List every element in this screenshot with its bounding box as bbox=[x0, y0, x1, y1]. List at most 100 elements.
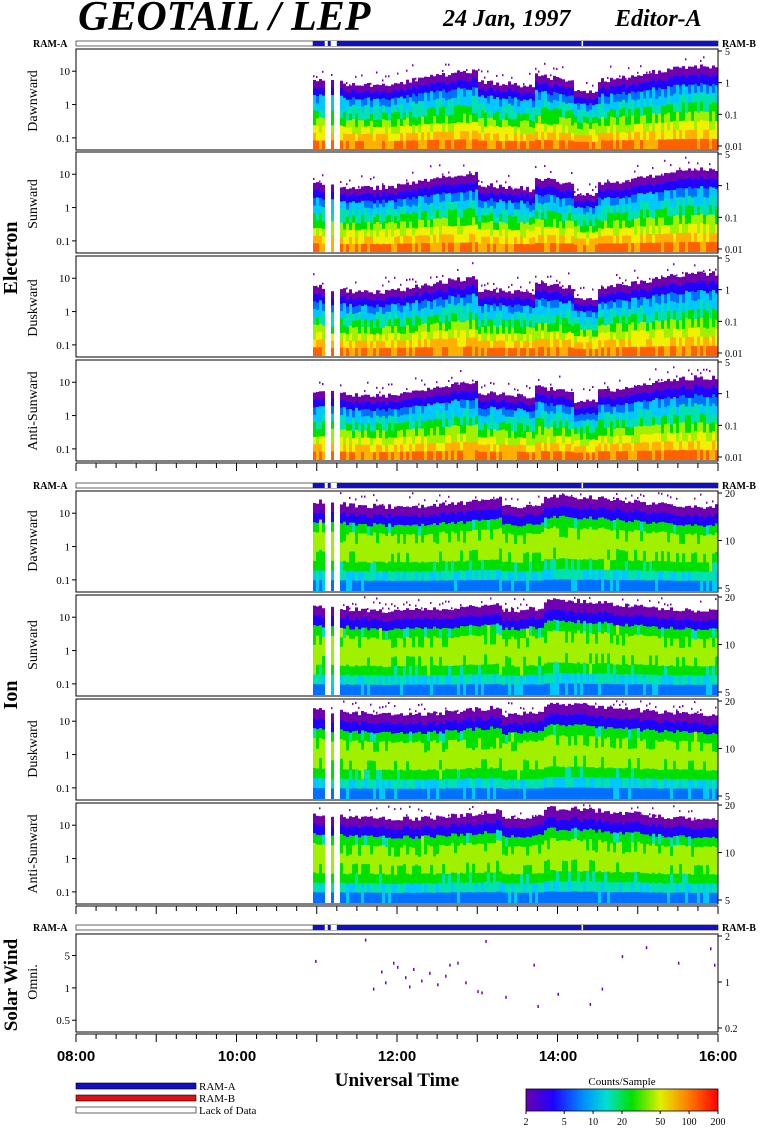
status-label-ram-a-3: RAM-A bbox=[33, 923, 68, 934]
solar-wind-point-29 bbox=[710, 947, 712, 951]
y-tick-label-e2: 10 bbox=[59, 273, 71, 285]
panel-frame-e1 bbox=[75, 151, 719, 254]
y2-tick-label-e3: 0.1 bbox=[725, 421, 738, 432]
status-label-ram-b-1: RAM-B bbox=[722, 39, 756, 50]
y-tick-label-i1: 0.1 bbox=[56, 679, 70, 691]
legend-swatch-ram-a bbox=[75, 1082, 197, 1090]
status-ram-a-ion bbox=[312, 483, 718, 488]
panel-label-i-duskward: Duskward bbox=[26, 720, 41, 778]
y-tick-label-e0: 10 bbox=[59, 66, 71, 78]
y2-tick-label-omni: 0.2 bbox=[725, 1024, 738, 1035]
panel-frame-i1 bbox=[75, 594, 719, 697]
y2-tick-label-e1: 0.1 bbox=[725, 213, 738, 224]
y-tick-label-i3: 0.1 bbox=[56, 887, 70, 899]
y2-tick-label-i2: 10 bbox=[725, 745, 735, 756]
solar-wind-point-27 bbox=[645, 946, 648, 950]
x-tick-label-0800: 08:00 bbox=[57, 1048, 95, 1065]
y2-tick-label-e0: 1 bbox=[725, 79, 730, 90]
panel-frame-i3 bbox=[75, 802, 719, 905]
y2-tick-label-i0: 20 bbox=[725, 489, 735, 500]
legend-swatch-ram-b bbox=[75, 1094, 197, 1102]
y2-tick-label-e3: 1 bbox=[725, 390, 730, 401]
y-tick-label-e3: 10 bbox=[59, 377, 71, 389]
status-label-ram-a-1: RAM-A bbox=[33, 39, 68, 50]
y-tick-label-e3: 0.1 bbox=[56, 444, 70, 456]
solar-wind-point-26 bbox=[621, 955, 624, 959]
y-tick-label-e0: 1 bbox=[65, 100, 71, 112]
colorbar-tick-label: 10 bbox=[588, 1117, 598, 1128]
solar-wind-point-14 bbox=[449, 963, 451, 967]
y2-tick-label-i3: 20 bbox=[725, 801, 735, 812]
x-axis-title: Universal Time bbox=[335, 1070, 459, 1091]
y-tick-label-i0: 1 bbox=[65, 542, 71, 554]
y2-tick-label-omni: 1 bbox=[725, 978, 730, 989]
y-tick-label-i1: 10 bbox=[59, 612, 71, 624]
group-label-ion: Ion bbox=[0, 681, 22, 710]
solar-wind-point-17 bbox=[477, 990, 479, 994]
panel-frame-e0 bbox=[75, 48, 719, 151]
y2-tick-label-e0: 0.01 bbox=[725, 142, 743, 153]
panel-label-e-duskward: Duskward bbox=[26, 279, 41, 337]
y-tick-label-i3: 10 bbox=[59, 820, 71, 832]
y2-tick-label-i0: 5 bbox=[725, 584, 730, 595]
data-layer bbox=[313, 56, 718, 1008]
y-tick-label-i2: 1 bbox=[65, 750, 71, 762]
y-tick-label-e2: 1 bbox=[65, 307, 71, 319]
y-tick-label-omni: 1 bbox=[65, 983, 71, 995]
panel-label-e-sunward: Sunward bbox=[26, 179, 41, 229]
y-tick-label-i0: 10 bbox=[59, 508, 71, 520]
heatmap-electron-1 bbox=[313, 156, 718, 252]
solar-wind-point-6 bbox=[397, 965, 399, 969]
y2-tick-label-i1: 20 bbox=[725, 593, 735, 604]
figure-editor: Editor-A bbox=[614, 6, 702, 32]
solar-wind-point-9 bbox=[413, 968, 415, 971]
solar-wind-point-2 bbox=[372, 987, 375, 991]
status-ram-a-electron bbox=[312, 41, 718, 46]
solar-wind-point-24 bbox=[589, 1002, 592, 1006]
heatmap-ion-1 bbox=[313, 596, 718, 695]
solar-wind-point-13 bbox=[445, 974, 447, 978]
y-tick-label-i0: 0.1 bbox=[56, 575, 70, 587]
solar-wind-point-3 bbox=[381, 970, 383, 974]
colorbar-tick-label: 5 bbox=[562, 1117, 567, 1128]
y2-tick-label-e1: 1 bbox=[725, 182, 730, 193]
y2-tick-label-i1: 5 bbox=[725, 688, 730, 699]
heatmap-electron-3 bbox=[313, 366, 718, 460]
status-ram-a-omni bbox=[312, 925, 718, 930]
y2-tick-label-e0: 0.1 bbox=[725, 110, 738, 121]
y2-tick-label-omni: 2 bbox=[725, 932, 730, 943]
colorbar-title: Counts/Sample bbox=[588, 1076, 655, 1088]
x-tick-label-1000: 10:00 bbox=[218, 1048, 256, 1065]
y-tick-label-omni: 5 bbox=[65, 951, 71, 963]
solar-wind-point-30 bbox=[714, 963, 716, 967]
panel-label-i-sunward: Sunward bbox=[26, 620, 41, 670]
legend: RAM-A RAM-B Lack of Data bbox=[75, 1081, 257, 1117]
heatmap-ion-2 bbox=[313, 700, 718, 799]
y2-tick-label-e2: 1 bbox=[725, 286, 730, 297]
solar-wind-point-10 bbox=[421, 979, 423, 983]
y2-tick-label-e2: 5 bbox=[725, 254, 730, 265]
legend-label-lack-of-data: Lack of Data bbox=[199, 1105, 257, 1117]
legend-swatch-lack-of-data bbox=[75, 1106, 197, 1114]
x-tick-label-1200: 12:00 bbox=[378, 1048, 416, 1065]
legend-label-ram-a: RAM-A bbox=[199, 1081, 236, 1093]
solar-wind-point-8 bbox=[409, 985, 411, 989]
figure-title: GEOTAIL / LEP bbox=[78, 0, 371, 40]
panel-label-e-dawnward: Dawnward bbox=[26, 70, 41, 131]
y-tick-label-e1: 1 bbox=[65, 203, 71, 215]
heatmap-electron-0 bbox=[313, 56, 718, 149]
y-tick-label-i3: 1 bbox=[65, 854, 71, 866]
y-tick-label-omni: 0.5 bbox=[56, 1015, 70, 1027]
panel-frame-i2 bbox=[75, 698, 719, 801]
panel-label-i-anti-sunward: Anti-Sunward bbox=[26, 814, 41, 893]
solar-wind-point-5 bbox=[393, 961, 395, 965]
panel-label-i-dawnward: Dawnward bbox=[26, 510, 41, 571]
legend-label-ram-b: RAM-B bbox=[199, 1093, 235, 1105]
axes-layer: 10 1 0.1 5 1 0.1 0.01 10 1 0.1 5 1 0.1 0.01 10 1 0.1 5 1 0.… bbox=[56, 40, 743, 1042]
panel-frame-i0 bbox=[75, 490, 719, 593]
panel-frame-omni bbox=[75, 933, 719, 1033]
y2-tick-label-e2: 0.1 bbox=[725, 317, 738, 328]
y2-tick-label-i3: 5 bbox=[725, 896, 730, 907]
status-label-ram-b-2: RAM-B bbox=[722, 481, 756, 492]
